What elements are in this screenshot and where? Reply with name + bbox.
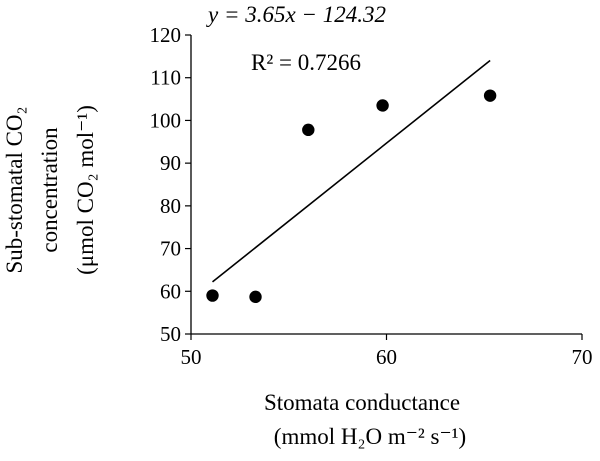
data-point (376, 99, 389, 112)
y-tick-label: 80 (160, 194, 181, 218)
data-point (249, 290, 262, 304)
data-point (206, 289, 219, 302)
y-axis-title: Sub-stomatal CO₂ concentration (μmol CO₂… (2, 105, 98, 275)
trendline-equation: y = 3.65x − 124.32 (206, 2, 386, 27)
y-tick-label: 100 (150, 108, 182, 132)
y-tick-label: 60 (160, 279, 181, 303)
x-axis-title-line2: (mmol H₂O m⁻² s⁻¹) (274, 424, 466, 449)
y-axis-title-line1: Sub-stomatal CO₂ (2, 106, 27, 273)
trendline (212, 59, 491, 283)
y-tick-label: 120 (150, 23, 182, 47)
plot-area: 50 60 70 80 90 100 110 120 50 60 70 (150, 23, 593, 369)
y-tick-label: 70 (160, 237, 181, 261)
data-point (483, 89, 497, 102)
y-tick-label: 50 (160, 322, 181, 346)
y-axis-title-line2: concentration (37, 127, 62, 253)
x-tick-label: 70 (572, 345, 593, 369)
x-tick-label: 60 (376, 345, 397, 369)
x-axis-title-line1: Stomata conductance (264, 390, 460, 415)
x-tick-label: 50 (181, 345, 202, 369)
trendline-r-squared: R² = 0.7266 (251, 50, 361, 75)
y-tick-label: 110 (150, 66, 181, 90)
data-point (302, 123, 315, 137)
y-tick-label: 90 (160, 151, 181, 175)
y-axis-title-line3: (μmol CO₂ mol⁻¹) (73, 105, 98, 275)
